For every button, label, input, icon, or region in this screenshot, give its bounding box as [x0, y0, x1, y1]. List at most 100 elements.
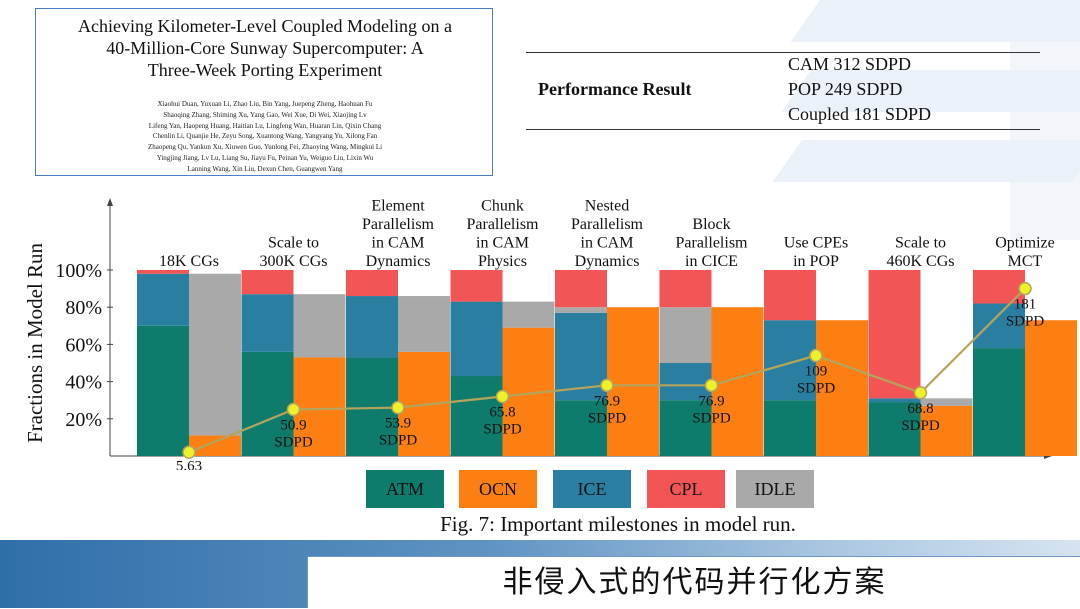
y-axis-label: Fractions in Model Run	[23, 242, 47, 443]
category-label: Dynamics	[366, 253, 431, 270]
category-label: Block	[692, 216, 730, 233]
sdpd-value-label: 109	[805, 364, 828, 380]
bar-segment-ice	[450, 301, 503, 377]
sdpd-value-label: 68.8	[907, 401, 933, 417]
performance-coupled: Coupled 181 SDPD	[788, 104, 932, 124]
legend-cpl: CPL	[647, 470, 725, 508]
bar-segment-cpl	[555, 270, 607, 308]
bar-segment-ice	[659, 363, 712, 401]
paper-authors: Xiaohui Duan, Yuxuan Li, Zhao Liu, Bin Y…	[46, 99, 484, 175]
bar-segment-atm	[137, 325, 189, 456]
sdpd-value-label: SDPD	[797, 381, 836, 397]
sdpd-marker	[1018, 281, 1032, 296]
sdpd-value-label: 181	[1014, 297, 1037, 313]
y-tick-label: 100%	[55, 260, 102, 282]
category-label: Optimize	[995, 235, 1055, 252]
bar-segment-ocn	[816, 320, 868, 456]
sdpd-value-label: SDPD	[901, 418, 940, 434]
bar-segment-atm	[973, 348, 1025, 456]
bar-segment-atm	[868, 402, 921, 456]
bar-segment-idle	[555, 307, 607, 313]
sdpd-value-label: 5.63	[176, 458, 202, 470]
bar-segment-atm	[241, 351, 294, 456]
category-label: Nested	[585, 198, 629, 215]
bar-segment-ice	[868, 398, 921, 403]
author-line: Shaoqing Zhang, Shiming Xu, Yang Gao, We…	[163, 110, 367, 119]
category-label: Parallelism	[362, 216, 435, 233]
category-label: MCT	[1008, 253, 1043, 270]
legend-ocn-label: OCN	[478, 478, 517, 499]
legend-cpl-label: CPL	[669, 478, 703, 499]
legend-ice-label: ICE	[577, 478, 607, 499]
category-label: in CAM	[372, 235, 425, 252]
bar-segment-cpl	[346, 270, 398, 297]
category-label: 18K CGs	[159, 253, 219, 270]
author-line: Lifeng Yan, Haopeng Huang, Haitian Lu, L…	[148, 121, 382, 130]
bar-segment-ocn	[711, 307, 764, 456]
legend-ice: ICE	[553, 470, 631, 508]
category-label: Parallelism	[676, 235, 749, 252]
sdpd-marker	[809, 348, 823, 363]
bar-segment-ice	[241, 294, 294, 352]
bar-segment-atm	[450, 376, 503, 456]
sdpd-value-label: 53.9	[385, 416, 411, 432]
sdpd-value-label: 76.9	[698, 393, 724, 409]
bar-segment-idle	[502, 301, 555, 328]
sdpd-value-label: SDPD	[379, 433, 418, 449]
bar-segment-idle	[398, 296, 450, 352]
sdpd-value-label: 50.9	[280, 418, 306, 434]
category-label: Physics	[478, 253, 527, 270]
author-line: Zhaopeng Qu, Yankun Xu, Xiuwen Guo, Yunl…	[147, 143, 383, 152]
author-line: Lanning Wang, Xin Liu, Dexun Chen, Guang…	[187, 164, 343, 173]
y-tick-label: 60%	[65, 334, 102, 356]
bar-segment-ice	[346, 296, 398, 358]
category-label: Use CPEs	[784, 235, 848, 252]
author-line: Xiaohui Duan, Yuxuan Li, Zhao Liu, Bin Y…	[157, 100, 373, 108]
sdpd-value-label: SDPD	[1006, 314, 1045, 330]
legend-atm-label: ATM	[385, 478, 424, 499]
performance-pop: POP 249 SDPD	[788, 79, 903, 99]
category-label: 300K CGs	[259, 253, 327, 270]
legend-ocn: OCN	[459, 470, 537, 508]
sdpd-value-label: SDPD	[483, 421, 522, 437]
performance-table: Performance Result CAM 312 SDPD POP 249 …	[526, 52, 1040, 130]
footer-title: 非侵入式的代码并行化方案	[502, 565, 887, 600]
y-tick-label: 20%	[65, 409, 102, 431]
sdpd-value-label: SDPD	[692, 410, 731, 426]
sdpd-marker	[913, 386, 928, 400]
bar-segment-ice	[137, 273, 189, 326]
sdpd-value-label: SDPD	[274, 435, 313, 451]
paper-title-line: 40-Million-Core Sunway Supercomputer: A	[106, 38, 424, 58]
bar-segment-idle	[920, 398, 973, 406]
author-line: Chenlin Li, Quanjie He, Zeyu Song, Xuant…	[152, 132, 378, 141]
figure-caption: Fig. 7: Important milestones in model ru…	[440, 512, 796, 536]
bar-segment-cpl	[137, 270, 189, 274]
bar-segment-ocn	[1025, 320, 1077, 456]
category-label: Scale to	[268, 235, 319, 252]
paper-header-box: Achieving Kilometer-Level Coupled Modeli…	[35, 8, 493, 176]
y-axis-arrow	[107, 198, 113, 206]
author-line: Yingjing Jiang, Lv Lu, Liang Su, Jiayu F…	[156, 153, 374, 162]
bar-segment-atm	[555, 400, 607, 456]
sdpd-value-label: 65.8	[489, 404, 515, 420]
bar-segment-idle	[659, 307, 712, 363]
bar-segment-cpl	[450, 270, 503, 302]
sdpd-value-label: 76.9	[594, 393, 620, 409]
sdpd-marker	[704, 378, 719, 393]
sdpd-marker	[286, 402, 301, 417]
bar-segment-cpl	[659, 270, 712, 308]
bar-segment-atm	[659, 400, 712, 456]
performance-cam: CAM 312 SDPD	[788, 54, 912, 74]
sdpd-value-label: SDPD	[588, 410, 627, 426]
category-label: Parallelism	[467, 216, 540, 233]
bar-segment-ice	[973, 303, 1025, 349]
bar-segment-cpl	[764, 270, 816, 321]
bar-segment-cpl	[241, 270, 294, 295]
bar-segment-ocn	[920, 405, 973, 456]
bar-segment-idle	[293, 294, 346, 358]
bar-segment-cpl	[868, 270, 921, 399]
milestones-chart: 20% 40% 60% 80% 100% Fractions in Model Run 18…	[23, 198, 1077, 470]
category-label: in CAM	[476, 235, 529, 252]
bar-segment-ocn	[189, 435, 241, 456]
category-label: Parallelism	[571, 216, 644, 233]
